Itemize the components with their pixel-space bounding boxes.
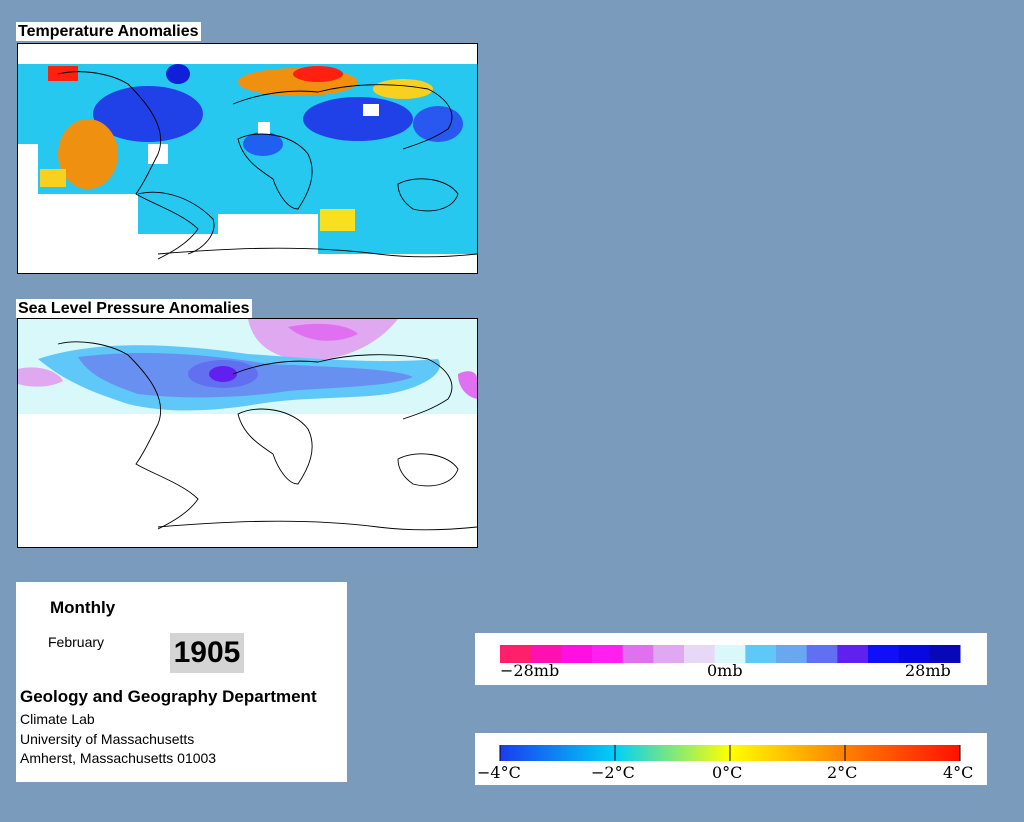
pressure-label-max: 28mb (905, 661, 951, 680)
pressure-swatch (745, 645, 777, 663)
temperature-anomaly-map (17, 43, 478, 274)
pressure-swatch (898, 645, 930, 663)
pressure-legend: −28mb 0mb 28mb (475, 633, 987, 685)
pressure-swatch (530, 645, 562, 663)
pressure-swatch (561, 645, 593, 663)
info-panel: Monthly February 1905 Geology and Geogra… (16, 582, 347, 782)
pressure-label-min: −28mb (500, 661, 559, 680)
month-label: February (48, 634, 105, 650)
year-display: 1905 (170, 633, 244, 673)
pressure-swatch (653, 645, 685, 663)
pressure-swatch (837, 645, 869, 663)
pressure-swatch (776, 645, 808, 663)
pressure-color-swatches (500, 645, 961, 663)
pressure-swatch (714, 645, 746, 663)
period-label: Monthly (50, 598, 116, 617)
temperature-map-title: Temperature Anomalies (16, 22, 201, 41)
pressure-swatch (622, 645, 654, 663)
pressure-anomaly-map (17, 318, 478, 548)
temperature-label-zero: 0°C (712, 763, 742, 782)
address-line: Amherst, Massachusetts 01003 (20, 750, 217, 766)
temperature-label-minus2: −2°C (591, 763, 635, 782)
temperature-label-plus4: 4°C (943, 763, 973, 782)
pressure-label-zero: 0mb (707, 661, 743, 680)
department-name: Geology and Geography Department (20, 687, 317, 706)
pressure-swatch (684, 645, 716, 663)
temperature-label-minus4: −4°C (477, 763, 521, 782)
temperature-label-plus2: 2°C (827, 763, 857, 782)
pressure-map-title: Sea Level Pressure Anomalies (16, 299, 252, 318)
pressure-swatch (929, 645, 961, 663)
university-name: University of Massachusetts (20, 731, 195, 747)
pressure-swatch (592, 645, 624, 663)
pressure-swatch (500, 645, 532, 663)
pressure-swatch (806, 645, 838, 663)
pressure-swatch (868, 645, 900, 663)
lab-name: Climate Lab (20, 711, 95, 727)
temperature-legend: −4°C −2°C 0°C 2°C 4°C (475, 733, 987, 785)
